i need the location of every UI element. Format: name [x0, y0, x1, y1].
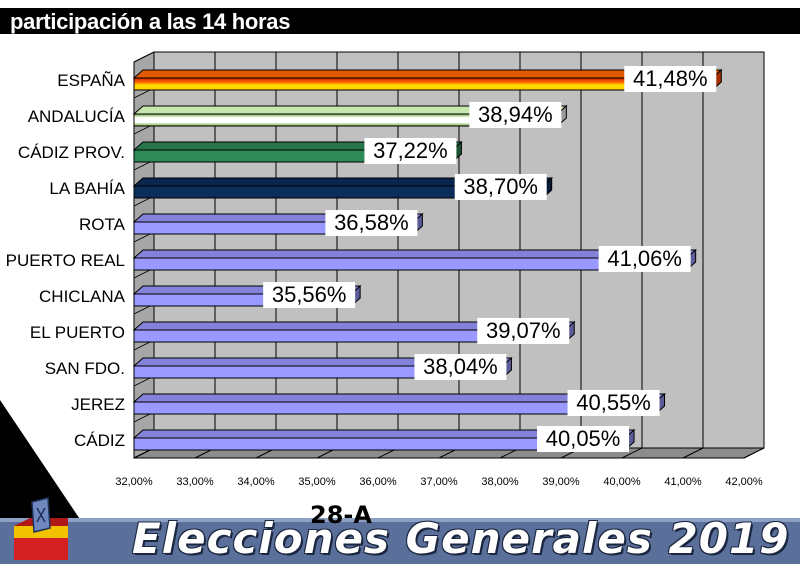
- value-label-box: [263, 282, 356, 308]
- floor-gridline: [682, 447, 704, 459]
- footer-title: Elecciones Generales 2019: [132, 514, 790, 563]
- x-tick-label: 37,00%: [420, 476, 458, 488]
- x-tick-label: 34,00%: [237, 476, 275, 488]
- category-label: ESPAÑA: [57, 71, 125, 90]
- value-label-box: [477, 318, 570, 344]
- category-label: ROTA: [79, 215, 126, 234]
- category-label: EL PUERTO: [30, 323, 125, 342]
- value-label: 38,94%: [478, 102, 553, 127]
- value-label: 40,55%: [576, 390, 651, 415]
- x-tick-label: 42,00%: [725, 476, 763, 488]
- x-tick-label: 35,00%: [298, 476, 336, 488]
- floor-gridline: [621, 447, 643, 459]
- footer-banner-stripe: [0, 518, 800, 522]
- category-label: CÁDIZ PROV.: [18, 143, 125, 162]
- value-label-box: [624, 66, 717, 92]
- value-label: 40,05%: [546, 426, 621, 451]
- value-label-box: [598, 246, 691, 272]
- x-tick-labels: 32,00% 33,00% 34,00% 35,00% 36,00% 37,00% 38,0…: [115, 476, 763, 488]
- footer-banner: [0, 518, 800, 564]
- title-bar: [0, 8, 800, 34]
- value-labels: 41,48% 38,94% 37,22% 38,70% 36,58% 41,06% 35,5…: [263, 66, 717, 452]
- x-tick-label: 32,00%: [115, 476, 153, 488]
- value-label: 38,04%: [423, 354, 498, 379]
- value-label: 41,06%: [607, 246, 682, 271]
- x-tick-label: 33,00%: [176, 476, 214, 488]
- value-label: 39,07%: [486, 318, 561, 343]
- value-label-box: [414, 354, 507, 380]
- value-label-box: [325, 210, 418, 236]
- value-label-box: [454, 174, 547, 200]
- category-labels: ESPAÑA ANDALUCÍA CÁDIZ PROV. LA BAHÍA ROTA PU…: [6, 71, 126, 450]
- x-tick-label: 40,00%: [603, 476, 641, 488]
- floor-gridline: [743, 447, 765, 459]
- value-label: 41,48%: [633, 66, 708, 91]
- x-tick-label: 41,00%: [664, 476, 702, 488]
- value-label-box: [537, 426, 630, 452]
- value-label-box: [567, 390, 660, 416]
- value-label: 35,56%: [272, 282, 347, 307]
- election-date-tag: 28-A: [310, 501, 372, 529]
- value-label: 36,58%: [334, 210, 409, 235]
- ballot-box-icon: [14, 497, 68, 560]
- x-tick-label: 39,00%: [542, 476, 580, 488]
- category-label: SAN FDO.: [45, 359, 125, 378]
- value-label: 37,22%: [373, 138, 448, 163]
- category-label: PUERTO REAL: [6, 251, 125, 270]
- side-gridline: [133, 51, 155, 63]
- x-tick-label: 36,00%: [359, 476, 397, 488]
- x-tick-label: 38,00%: [481, 476, 519, 488]
- category-label: LA BAHÍA: [49, 179, 125, 198]
- chart-title: participación a las 14 horas: [10, 9, 291, 34]
- value-label-box: [469, 102, 562, 128]
- category-label: CHICLANA: [39, 287, 126, 306]
- bar-chart: ESPAÑA ANDALUCÍA CÁDIZ PROV. LA BAHÍA ROTA PU…: [6, 51, 765, 488]
- category-label: ANDALUCÍA: [28, 107, 126, 126]
- value-label-box: [364, 138, 457, 164]
- value-label: 38,70%: [463, 174, 538, 199]
